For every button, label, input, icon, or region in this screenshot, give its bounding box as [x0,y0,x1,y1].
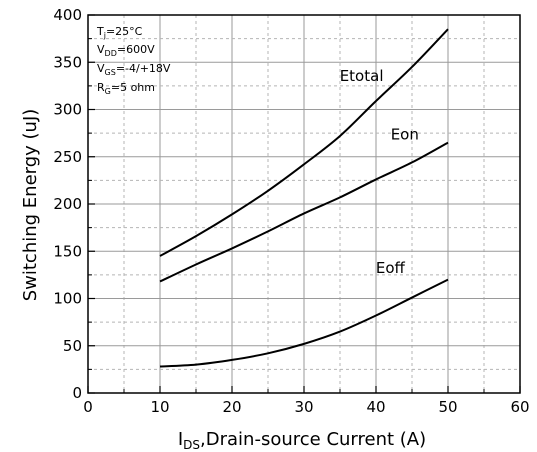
y-tick-label: 350 [53,53,82,71]
x-tick-label: 30 [294,398,313,416]
series-line-eoff [159,278,449,368]
x-axis-ticks: 0 10 20 30 40 50 60 [83,386,530,416]
series-line-etotal [159,28,449,257]
y-tick-label: 250 [53,148,82,166]
x-tick-label: 50 [438,398,457,416]
y-axis-label: Switching Energy (uJ) [20,109,41,302]
series-labels: Etotal Eon Eoff [340,67,419,277]
x-tick-label: 0 [83,398,93,416]
x-tick-label: 40 [366,398,385,416]
y-tick-label: 150 [53,242,82,260]
y-tick-label: 50 [63,337,82,355]
conditions-line-0: Tj=25°C [96,25,143,40]
x-axis-label: IDS,Drain-source Current (A) [178,429,426,452]
y-axis-ticks: 0 50 100 150 200 250 300 350 400 [53,6,95,402]
series-label-eoff: Eoff [376,259,406,277]
x-tick-label: 20 [222,398,241,416]
series-label-eon: Eon [391,126,419,144]
conditions-line-2: VGS=-4/+18V [97,62,171,77]
conditions-line-1: VDD=600V [97,43,155,58]
y-tick-label: 200 [53,195,82,213]
y-tick-label: 300 [53,101,82,119]
y-tick-label: 0 [72,384,82,402]
x-tick-label: 60 [510,398,529,416]
series-label-etotal: Etotal [340,67,384,85]
series-line-eon [159,141,449,283]
x-tick-label: 10 [150,398,169,416]
y-tick-label: 400 [53,6,82,24]
grid [88,15,520,393]
y-tick-label: 100 [53,290,82,308]
conditions-line-3: RG=5 ohm [97,81,155,96]
series-lines [159,28,449,368]
